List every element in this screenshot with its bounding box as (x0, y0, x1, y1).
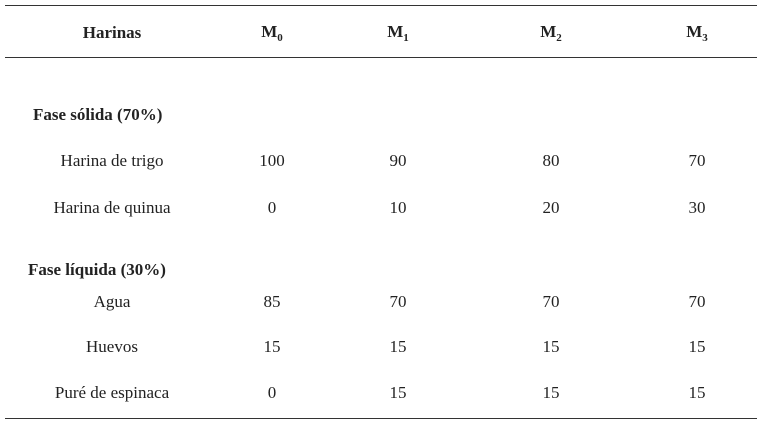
row-label: Harina de trigo (60, 151, 164, 170)
header-base: M (540, 22, 557, 41)
value-cell: 30 (688, 198, 706, 217)
header-cell: M0 (261, 22, 283, 44)
value-cell: 70 (688, 292, 706, 311)
header-sub: 3 (702, 32, 708, 44)
value-cell: 15 (688, 337, 706, 356)
row-label: Puré de espinaca (54, 383, 170, 402)
value-cell: 100 (259, 151, 285, 170)
row-label: Harina de quinua (53, 198, 171, 217)
value-cell: 70 (688, 151, 706, 170)
row-label: Huevos (86, 337, 138, 356)
value-cell: 15 (389, 383, 407, 402)
bottom-rule (5, 418, 757, 419)
section-title: Fase líquida (30%) (28, 260, 166, 279)
header-cell: M1 (387, 22, 409, 44)
value-cell: 15 (263, 337, 281, 356)
value-cell: 0 (267, 383, 277, 402)
top-rule (5, 5, 757, 6)
value-cell: 80 (542, 151, 560, 170)
section-title: Fase sólida (70%) (33, 105, 163, 124)
header-base: M (261, 22, 278, 41)
value-cell: 70 (542, 292, 560, 311)
value-cell: 20 (542, 198, 560, 217)
header-label: Harinas (82, 23, 142, 42)
value-cell: 85 (263, 292, 281, 311)
value-cell: 15 (389, 337, 407, 356)
header-cell: M3 (686, 22, 708, 44)
header-rule (5, 57, 757, 58)
header-sub: 2 (556, 32, 562, 44)
value-cell: 10 (389, 198, 407, 217)
value-cell: 70 (389, 292, 407, 311)
row-label: Agua (93, 292, 131, 311)
header-base: M (387, 22, 404, 41)
header-sub: 1 (403, 32, 409, 44)
header-sub: 0 (277, 32, 283, 44)
value-cell: 15 (688, 383, 706, 402)
header-base: M (686, 22, 703, 41)
value-cell: 15 (542, 383, 560, 402)
header-cell: M2 (540, 22, 562, 44)
value-cell: 0 (267, 198, 277, 217)
value-cell: 90 (389, 151, 407, 170)
value-cell: 15 (542, 337, 560, 356)
